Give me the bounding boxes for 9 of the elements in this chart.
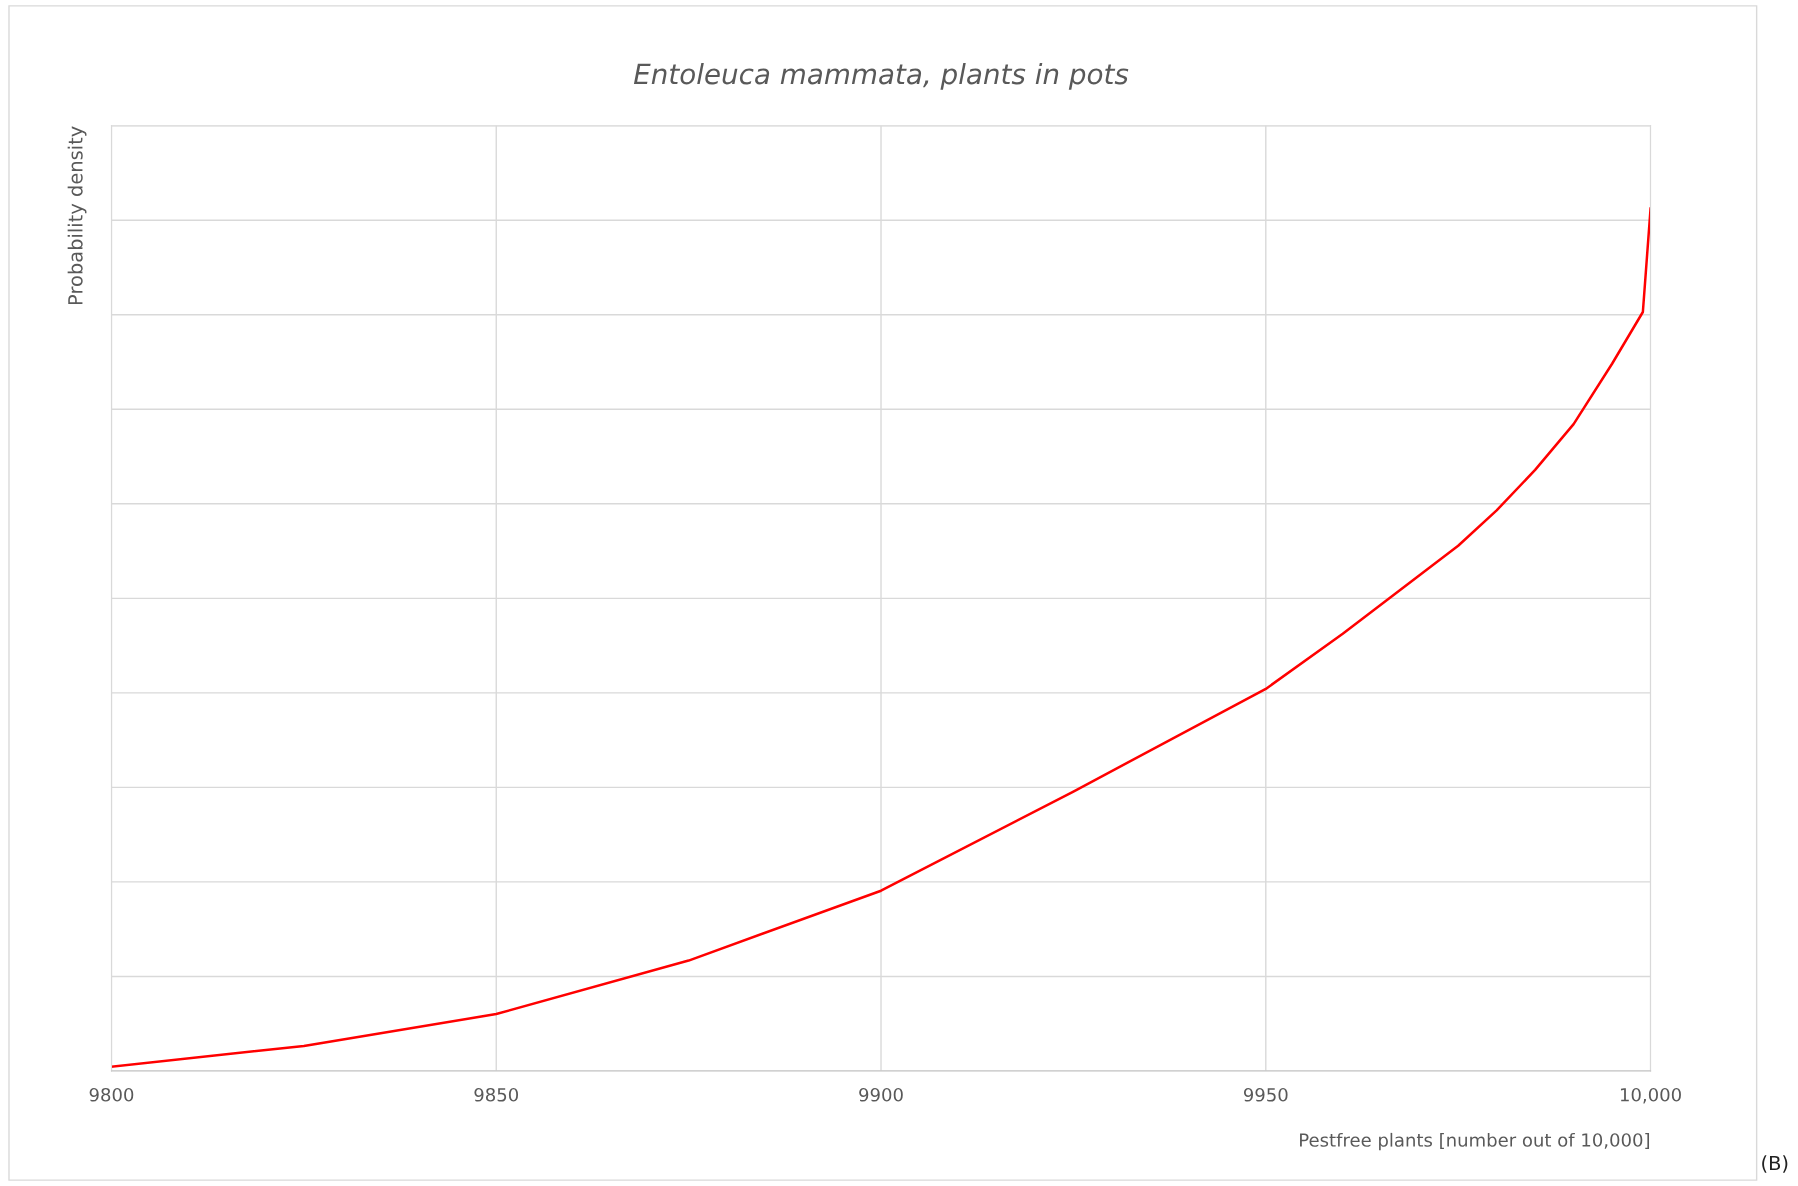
x-tick-label: 9900 — [859, 1087, 903, 1102]
x-tick-label: 9950 — [1243, 1087, 1288, 1102]
x-tick-label: 9800 — [89, 1087, 134, 1102]
y-axis-title: Probability density — [67, 126, 87, 305]
chart-title: Entoleuca mammata, plants in pots — [633, 62, 1129, 90]
x-tick-label: 9850 — [474, 1087, 519, 1102]
x-axis-title: Pestfree plants [number out of 10,000] — [1300, 1132, 1650, 1151]
x-tick-label: 10,000 — [1620, 1087, 1681, 1104]
text: (B) — [1762, 1155, 1788, 1173]
